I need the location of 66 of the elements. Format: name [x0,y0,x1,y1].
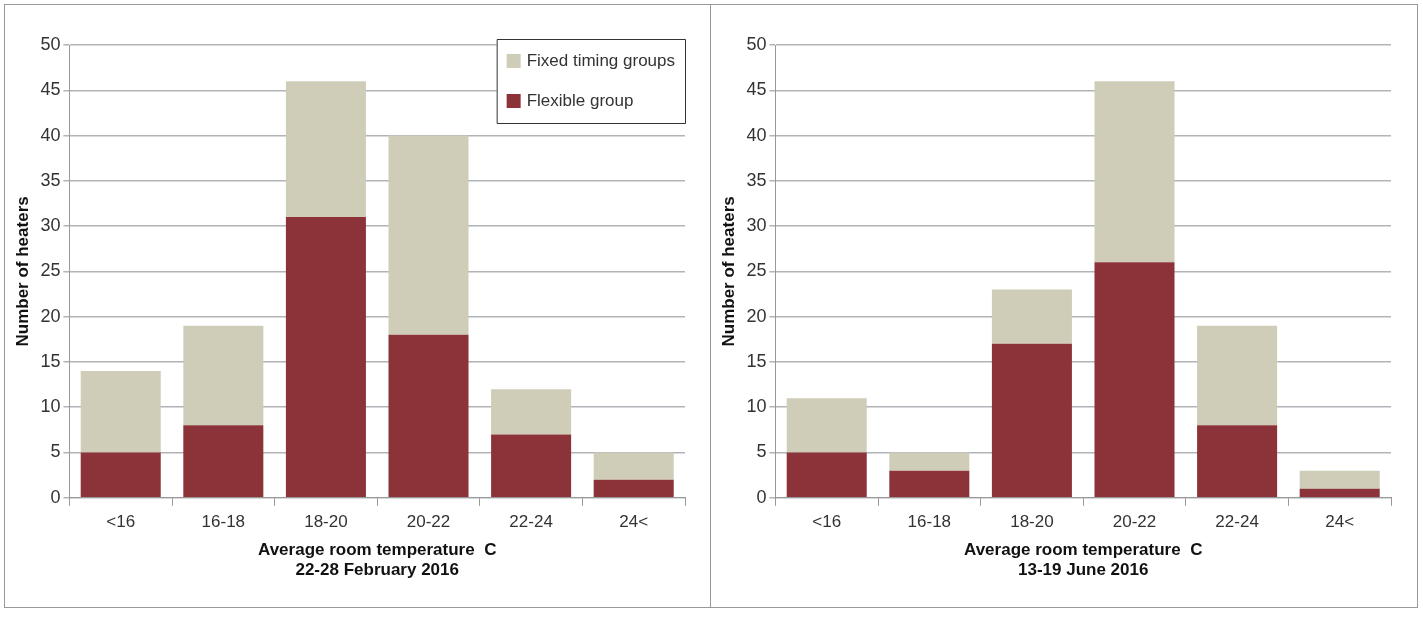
x-tick-label: 18-20 [304,511,348,531]
x-tick-label: 20-22 [1112,511,1157,531]
x-tick-label: 24< [619,511,649,531]
y-tick-label: 35 [746,169,767,190]
bar [593,479,674,498]
bar [889,452,970,471]
y-tick-label: 25 [746,260,767,281]
y-tick-label: 0 [756,486,767,507]
y-tick-label: 10 [746,396,767,417]
legend-label: Fixed timing groups [526,50,675,70]
bar [786,452,867,498]
bar [491,389,572,435]
bar [491,434,572,498]
x-tick-label: 20-22 [406,511,451,531]
bar [1197,325,1278,426]
bar [1197,425,1278,498]
bar [786,398,867,453]
y-tick-label: 10 [40,396,61,417]
y-axis-title: Number of heaters [12,196,32,347]
y-tick-label: 40 [40,124,61,145]
bar [388,334,469,498]
bar [80,452,161,498]
bar [991,343,1072,498]
y-axis-title: Number of heaters [718,196,738,347]
y-tick-label: 30 [40,215,61,236]
y-tick-label: 0 [50,486,61,507]
bar [183,425,264,498]
x-tick-label: <16 [812,511,842,531]
bar [80,371,161,453]
y-tick-label: 20 [746,305,767,326]
bar [1299,470,1380,489]
x-tick-label: 22-24 [1215,511,1259,531]
x-tick-label: 18-20 [1010,511,1054,531]
bar [388,135,469,335]
y-tick-label: 35 [40,169,61,190]
y-tick-label: 40 [746,124,767,145]
x-tick-label: 16-18 [907,511,952,531]
x-tick-label: 24< [1325,511,1355,531]
y-tick-label: 5 [756,441,767,462]
x-tick-label: 16-18 [201,511,246,531]
y-tick-label: 50 [746,33,767,54]
x-tick-label: 22-24 [509,511,553,531]
x-axis-title: Average room temperature C [964,540,1203,560]
y-tick-label: 15 [40,350,61,371]
y-tick-label: 20 [40,305,61,326]
x-axis-title: Average room temperature C [258,540,497,560]
y-tick-label: 30 [746,215,767,236]
bar [593,452,674,480]
y-tick-label: 15 [746,350,767,371]
y-tick-label: 25 [40,260,61,281]
bar [889,470,970,498]
bar [1299,488,1380,498]
bar [285,81,366,218]
bar [991,289,1072,344]
legend-label: Flexible group [526,90,634,110]
bar [183,325,264,426]
bar [1094,262,1175,498]
y-tick-label: 5 [50,441,61,462]
y-tick-label: 45 [40,79,61,100]
text: 22-28 February 2016 [295,560,459,580]
x-tick-label: <16 [106,511,136,531]
y-tick-label: 50 [40,33,61,54]
bar [285,217,366,498]
bar [1094,81,1175,263]
text: 13-19 June 2016 [1018,560,1149,580]
y-tick-label: 45 [746,79,767,100]
